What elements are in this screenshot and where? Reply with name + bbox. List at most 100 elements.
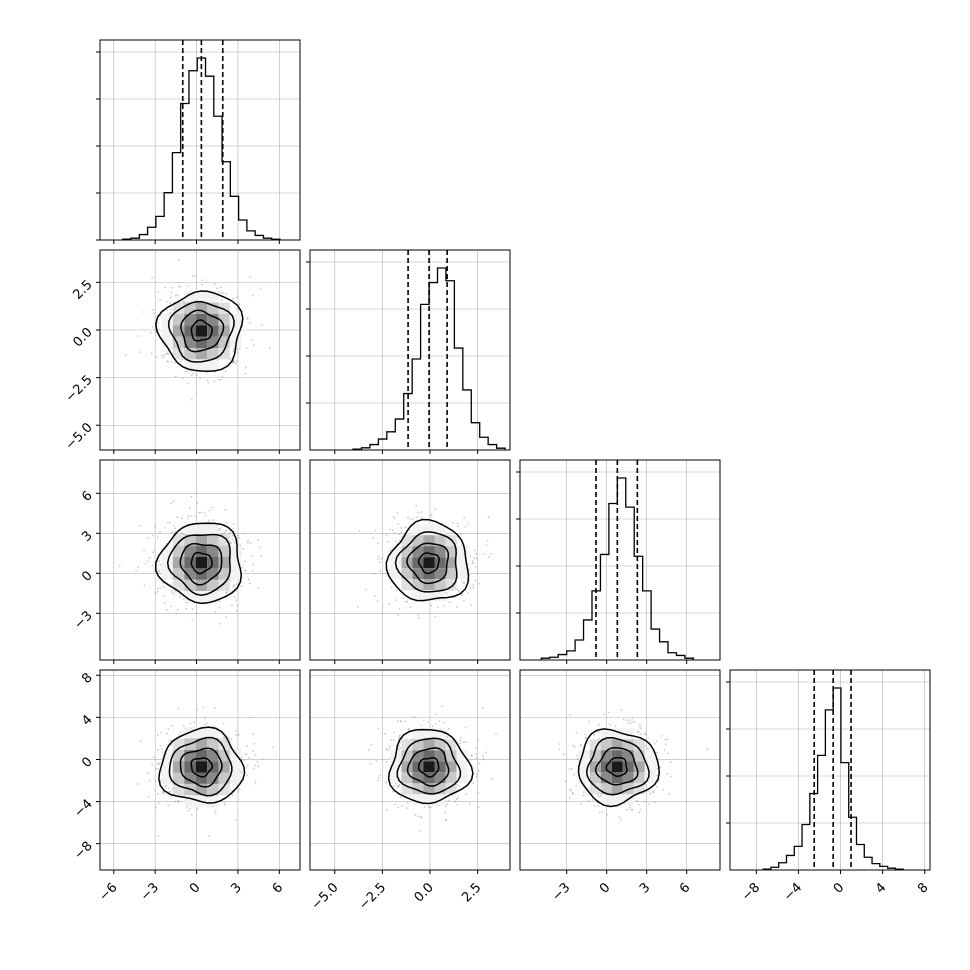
density-cell <box>423 557 435 569</box>
density-contour <box>585 737 650 796</box>
density-cell <box>456 568 468 580</box>
scatter-point <box>172 500 175 502</box>
scatter-point <box>224 509 227 512</box>
scatter-point <box>393 532 396 534</box>
scatter-point <box>159 587 162 589</box>
density-cell <box>195 348 208 360</box>
panel-frame <box>309 669 511 871</box>
density-cell <box>611 739 623 751</box>
scatter-point <box>391 529 394 532</box>
y-tick-label: 3 <box>79 528 95 544</box>
scatter-point <box>177 707 180 710</box>
density-cell <box>589 750 601 762</box>
density-cell <box>401 535 413 547</box>
scatter-point <box>388 569 391 571</box>
scatter-point <box>583 791 585 794</box>
scatter-point <box>225 592 228 595</box>
scatter-point <box>157 763 160 766</box>
scatter-point <box>223 736 226 739</box>
density-cell <box>207 359 219 371</box>
scatter-point <box>420 724 422 727</box>
density-cell <box>622 772 634 784</box>
scatter-point <box>386 749 389 752</box>
scatter-point <box>162 582 165 585</box>
scatter-point <box>417 511 420 514</box>
x-tick-label: 8 <box>915 880 931 896</box>
density-cell <box>195 336 208 348</box>
scatter-point <box>627 722 629 724</box>
scatter-point <box>388 748 391 750</box>
scatter-point <box>164 785 167 788</box>
density-cell <box>229 749 242 762</box>
scatter-point <box>569 789 571 791</box>
scatter-point <box>235 362 238 365</box>
density-cell <box>184 336 196 348</box>
scatter-point <box>221 376 223 378</box>
scatter-point <box>238 788 241 790</box>
scatter-point <box>232 297 235 300</box>
density-cell <box>207 568 219 580</box>
scatter-point <box>243 569 246 572</box>
scatter-point <box>463 582 466 584</box>
density-cell <box>445 568 457 580</box>
scatter-point <box>572 792 574 794</box>
scatter-point <box>254 782 256 785</box>
density-cell <box>195 522 208 535</box>
scatter-point <box>170 292 173 294</box>
scatter-point <box>158 762 161 764</box>
scatter-point <box>237 733 240 736</box>
scatter-point <box>569 796 571 799</box>
scatter-point <box>256 760 259 763</box>
scatter-point <box>178 734 181 736</box>
scatter-point <box>151 564 154 567</box>
scatter-point <box>597 730 599 733</box>
density-cell <box>434 535 446 547</box>
scatter-point <box>430 604 433 607</box>
density-cell <box>412 568 424 580</box>
scatter-point <box>169 302 172 304</box>
scatter-point <box>144 562 147 565</box>
scatter-point <box>235 610 238 612</box>
scatter-point <box>667 752 670 755</box>
scatter-point <box>195 612 198 615</box>
scatter-point <box>379 569 382 572</box>
scatter-point <box>171 592 174 595</box>
scatter-point <box>178 258 180 261</box>
scatter-point <box>472 562 475 564</box>
scatter-point <box>378 555 380 558</box>
scatter-point <box>151 763 154 766</box>
scatter-point <box>575 784 577 787</box>
density-cell <box>207 545 219 557</box>
scatter-point <box>208 509 211 512</box>
density-cell <box>172 557 185 569</box>
scatter-point <box>173 593 176 596</box>
scatter-point <box>404 720 407 722</box>
scatter-point <box>419 829 422 832</box>
density-cell <box>184 772 196 784</box>
scatter-point <box>156 590 159 593</box>
y-tick-label: 4 <box>79 712 95 728</box>
scatter-point <box>445 592 448 595</box>
density-cell <box>445 750 457 762</box>
density-cell <box>423 750 435 762</box>
scatter-point <box>223 531 226 534</box>
scatter-point <box>374 529 377 532</box>
scatter-point <box>157 762 159 765</box>
y-tick-label: −2.5 <box>63 373 96 406</box>
scatter-point <box>190 813 193 816</box>
scatter-point <box>575 731 578 734</box>
density-cell <box>434 728 446 740</box>
scatter-point <box>636 730 639 733</box>
density-cell <box>207 783 219 796</box>
scatter-point <box>579 744 582 746</box>
scatter-point <box>180 359 183 361</box>
scatter-point <box>261 757 264 760</box>
density-cell <box>195 534 208 546</box>
density-cell <box>172 772 185 784</box>
scatter-point <box>437 606 439 608</box>
scatter-point <box>455 798 458 801</box>
scatter-point <box>622 718 625 721</box>
density-cell <box>611 772 623 784</box>
density-cell <box>229 557 242 569</box>
scatter-point <box>462 741 465 743</box>
